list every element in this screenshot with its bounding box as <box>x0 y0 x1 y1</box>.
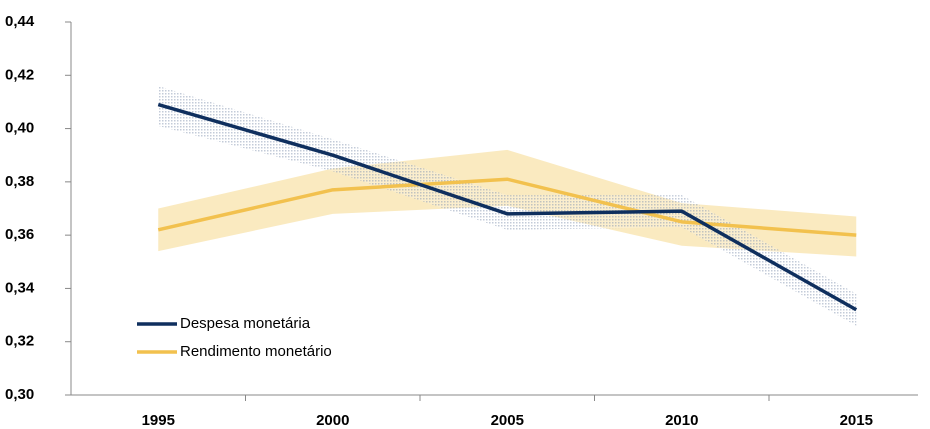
x-tick-label: 2015 <box>840 412 873 429</box>
confidence-band <box>158 85 857 326</box>
y-tick-label: 0,34 <box>5 279 35 296</box>
y-tick-label: 0,38 <box>5 173 34 190</box>
y-tick-label: 0,36 <box>5 226 34 243</box>
series-line <box>157 177 857 237</box>
y-tick-label: 0,30 <box>5 386 34 403</box>
x-tick-label: 2010 <box>665 412 698 429</box>
y-tick-label: 0,40 <box>5 120 34 137</box>
series-line <box>157 102 858 312</box>
y-tick-label: 0,44 <box>5 13 35 30</box>
y-tick-label: 0,32 <box>5 333 34 350</box>
x-tick-label: 2005 <box>491 412 524 429</box>
legend-label: Despesa monetária <box>180 315 311 332</box>
y-tick-label: 0,42 <box>5 66 34 83</box>
x-tick-label: 2000 <box>316 412 349 429</box>
x-tick-label: 1995 <box>142 412 175 429</box>
legend-label: Rendimento monetário <box>180 343 332 360</box>
